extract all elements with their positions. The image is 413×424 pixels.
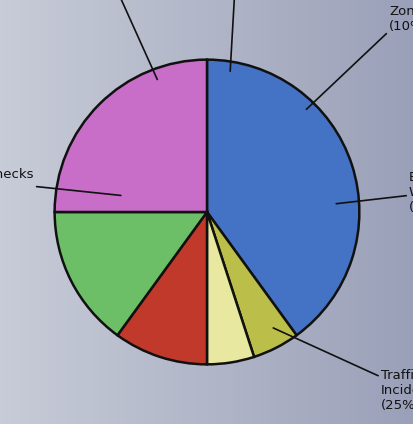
- Wedge shape: [55, 60, 206, 212]
- Wedge shape: [206, 212, 254, 364]
- Text: Work
Zones
(10%): Work Zones (10%): [306, 0, 413, 109]
- Text: Traffic
Incidents
(25%): Traffic Incidents (25%): [273, 328, 413, 412]
- Text: Special
Events
(5%): Special Events (5%): [80, 0, 157, 80]
- Wedge shape: [117, 212, 206, 364]
- Wedge shape: [206, 212, 296, 357]
- Wedge shape: [206, 60, 358, 335]
- Text: Bad
Weather
(15%): Bad Weather (15%): [335, 170, 413, 214]
- Text: Bottlenecks
(40%): Bottlenecks (40%): [0, 168, 121, 196]
- Wedge shape: [55, 212, 206, 335]
- Text: Poor Signal
Timing
(5%): Poor Signal Timing (5%): [199, 0, 273, 71]
